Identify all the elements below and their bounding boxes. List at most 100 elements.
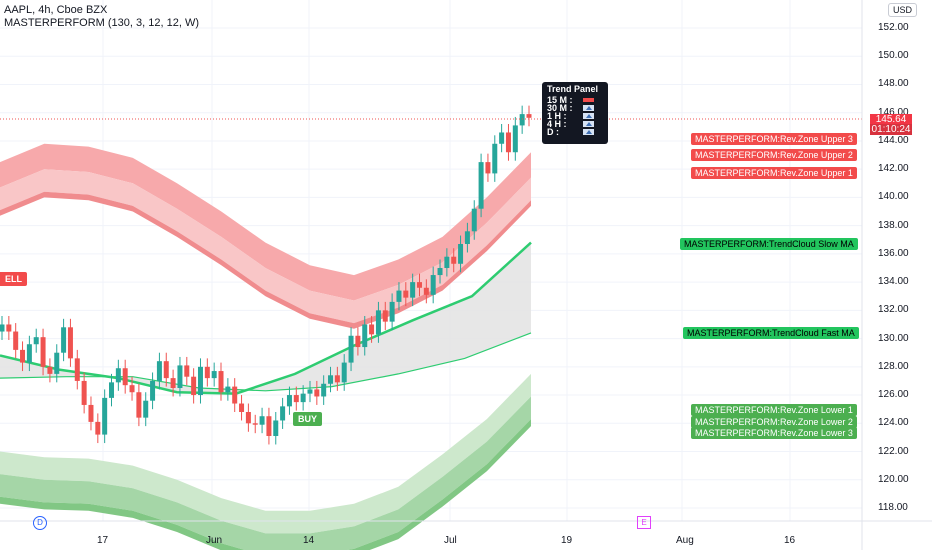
indicator-title[interactable]: MASTERPERFORM (130, 3, 12, 12, W): [4, 17, 199, 29]
time-tick: Aug: [676, 535, 694, 546]
price-tick: 146.00: [878, 106, 909, 118]
candle-body: [170, 378, 176, 388]
price-tick: 124.00: [878, 417, 909, 429]
candle-body: [458, 244, 464, 264]
candle-body: [47, 366, 53, 374]
candle-body: [389, 301, 395, 322]
price-tick: 118.00: [878, 502, 908, 513]
candle-body: [184, 365, 190, 377]
rev-zone-upper-3: [0, 143, 531, 301]
trend-cloud: [0, 241, 532, 395]
trend-panel-timeframe: 1 H :: [547, 110, 567, 121]
candle-body: [307, 389, 313, 394]
label-rev-zone-upper-3: MASTERPERFORM:Rev.Zone Upper 3: [691, 133, 857, 145]
time-tick: Jun: [206, 535, 223, 546]
candle-body: [54, 352, 60, 374]
candle-body: [416, 282, 422, 288]
candle-body: [423, 287, 429, 295]
time-tick: 16: [784, 535, 796, 546]
candle-body: [519, 114, 525, 126]
label-rev-zone-upper-2: MASTERPERFORM:Rev.Zone Upper 2: [691, 149, 857, 161]
candle-body: [95, 421, 101, 435]
candle-body: [191, 376, 197, 396]
price-tick: 122.00: [878, 445, 909, 457]
candle-body: [437, 268, 443, 276]
candle-body: [478, 162, 484, 209]
candle-body: [259, 416, 265, 425]
candle-body: [232, 386, 238, 404]
candle-body: [341, 362, 347, 383]
trend-panel-row: D :: [547, 127, 603, 136]
label-trendcloud-fast-ma: MASTERPERFORM:TrendCloud Fast MA: [683, 327, 859, 339]
candle-body: [6, 324, 12, 332]
trend-cloud-fill: [0, 242, 531, 394]
candle-body: [122, 368, 128, 386]
candle-body: [464, 231, 470, 244]
candle-body: [225, 386, 231, 393]
trend-up-icon: [583, 121, 594, 127]
candle-body: [211, 371, 217, 379]
sell-signal[interactable]: ELL: [0, 272, 27, 286]
candle-body: [526, 114, 532, 118]
trend-panel-row: 15 M :: [547, 94, 603, 105]
reversal-zone-bands: [0, 143, 531, 550]
price-tick: 126.00: [878, 389, 909, 401]
candle-body: [485, 162, 491, 174]
candle-body: [20, 349, 26, 363]
price-tick: 120.00: [878, 473, 909, 485]
candle-body: [492, 143, 498, 174]
symbol-title[interactable]: AAPL, 4h, Cboe BZX: [4, 4, 108, 16]
label-rev-zone-lower-1: MASTERPERFORM:Rev.Zone Lower 1: [691, 404, 857, 416]
candle-body: [33, 337, 39, 345]
buy-signal[interactable]: BUY: [293, 412, 323, 426]
candle-body: [204, 366, 210, 379]
candle-body: [102, 397, 108, 435]
candle-body: [451, 256, 457, 264]
currency-button[interactable]: USD: [888, 3, 918, 17]
candle-body: [13, 331, 19, 350]
candle-body: [40, 337, 46, 367]
candle-body: [512, 125, 518, 153]
candle-body: [505, 132, 511, 153]
dividend-marker[interactable]: D: [33, 516, 47, 530]
trend-panel-timeframe: 30 M :: [547, 102, 573, 113]
trendcloud-fast-ma-line: [0, 332, 532, 392]
time-tick: 14: [303, 535, 315, 546]
price-tick: 140.00: [878, 191, 909, 203]
earnings-marker[interactable]: E: [637, 516, 651, 529]
time-tick: 17: [97, 535, 109, 546]
candle-body: [129, 385, 135, 393]
candle-body: [382, 310, 388, 322]
candle-body: [396, 290, 402, 302]
rev-zone-lower-1: [0, 373, 531, 534]
price-tick: 134.00: [878, 276, 909, 288]
candlesticks: [0, 105, 532, 445]
candle-body: [328, 375, 334, 384]
rev-zone-upper-2: [0, 169, 531, 324]
candle-body: [177, 365, 183, 388]
candle-body: [499, 132, 505, 144]
trend-down-icon: [583, 98, 594, 102]
candle-body: [115, 368, 121, 383]
candle-body: [197, 366, 203, 396]
candle-body: [26, 344, 32, 363]
candle-body: [321, 383, 327, 397]
price-tick: 148.00: [878, 78, 909, 90]
rev-zone-lower-2: [0, 396, 531, 550]
trend-panel-timeframe: 15 M :: [547, 94, 573, 105]
candle-body: [362, 324, 368, 348]
time-tick: Jul: [444, 535, 457, 546]
label-rev-zone-lower-2: MASTERPERFORM:Rev.Zone Lower 2: [691, 416, 857, 428]
candle-body: [266, 416, 272, 436]
price-tick: 142.00: [878, 163, 909, 175]
price-tick: 128.00: [878, 360, 909, 372]
trend-panel-row: 4 H :: [547, 119, 603, 128]
countdown-label: 01:10:24: [870, 124, 912, 135]
trend-up-icon: [583, 105, 594, 111]
candle-body: [410, 282, 416, 298]
trend-panel: Trend Panel 15 M :30 M :1 H :4 H :D :: [542, 82, 608, 144]
candle-body: [156, 361, 162, 381]
last-price-label: 145.64: [870, 114, 912, 125]
label-rev-zone-upper-1: MASTERPERFORM:Rev.Zone Upper 1: [691, 167, 857, 179]
